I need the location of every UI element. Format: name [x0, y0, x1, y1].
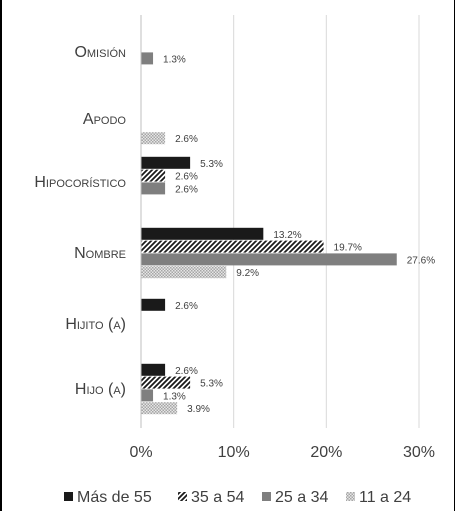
data-label: 13.2% — [273, 230, 301, 241]
legend-label: Más de 55 — [77, 489, 152, 506]
x-tick-label: 10% — [218, 444, 250, 461]
category-label: Hijito (a) — [65, 316, 126, 333]
legend-label: 11 a 24 — [359, 489, 411, 506]
bar — [141, 132, 166, 145]
x-tick-label: 20% — [310, 444, 342, 461]
legend-label: 35 a 54 — [191, 489, 244, 506]
x-tick-label: 0% — [129, 444, 152, 461]
bar — [141, 253, 397, 266]
data-label: 2.6% — [175, 134, 198, 145]
bar — [141, 376, 191, 389]
legend-label: 25 a 34 — [275, 489, 328, 506]
bar — [141, 266, 227, 279]
bar — [141, 52, 154, 65]
legend-swatch — [346, 492, 355, 501]
data-label: 1.3% — [163, 54, 186, 65]
data-label: 2.6% — [175, 172, 198, 183]
data-label: 1.3% — [163, 391, 186, 402]
legend-swatch — [178, 492, 187, 501]
bar — [141, 227, 264, 240]
data-label: 27.6% — [407, 255, 435, 266]
category-label: Nombre — [74, 245, 126, 262]
legend-swatch — [64, 492, 73, 501]
category-label: Apodo — [83, 111, 127, 128]
data-label: 5.3% — [200, 159, 223, 170]
category-label: Hijo (a) — [75, 381, 126, 398]
bar — [141, 363, 166, 376]
data-label: 2.6% — [175, 366, 198, 377]
category-label: Hipocorístico — [34, 174, 126, 191]
data-label: 2.6% — [175, 184, 198, 195]
x-tick-label: 30% — [403, 444, 435, 461]
bar — [141, 402, 178, 415]
data-label: 19.7% — [334, 243, 362, 254]
data-label: 9.2% — [236, 268, 259, 279]
bar — [141, 182, 166, 195]
bar — [141, 389, 154, 402]
bar — [141, 298, 166, 311]
data-label: 5.3% — [200, 379, 223, 390]
category-label: Omisión — [74, 44, 126, 61]
bar — [141, 169, 166, 182]
bar — [141, 240, 324, 253]
data-label: 2.6% — [175, 301, 198, 312]
legend-swatch — [262, 492, 271, 501]
bar — [141, 156, 191, 169]
data-label: 3.9% — [187, 404, 210, 415]
